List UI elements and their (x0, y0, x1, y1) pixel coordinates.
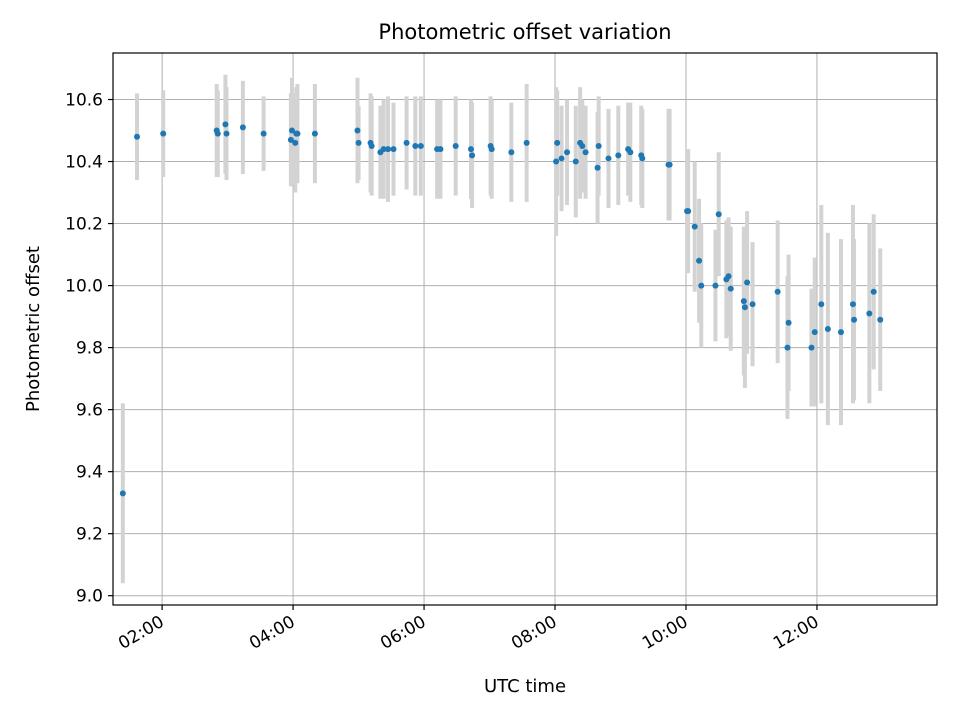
data-point (354, 127, 361, 134)
x-tick-label: 12:00 (770, 612, 822, 654)
data-point (311, 130, 318, 137)
data-point (292, 139, 299, 146)
data-point (877, 316, 884, 323)
x-tick-label: 02:00 (115, 612, 167, 654)
data-point (698, 282, 705, 289)
data-point (824, 326, 831, 332)
data-point (380, 146, 387, 153)
data-point (403, 139, 410, 146)
x-tick-label: 08:00 (508, 612, 560, 654)
plot-frame (112, 52, 938, 606)
data-point (452, 143, 459, 150)
data-point (467, 146, 474, 153)
data-point (579, 143, 586, 150)
data-point (239, 124, 246, 131)
data-point (774, 288, 781, 295)
data-point (866, 310, 873, 317)
y-tick-label: 10.2 (65, 215, 103, 235)
data-point (572, 158, 579, 165)
data-point (523, 139, 530, 146)
data-point (712, 282, 719, 289)
data-point (851, 316, 858, 323)
x-tick-label: 06:00 (377, 612, 429, 654)
data-point (595, 143, 602, 150)
y-tick-label: 10.6 (65, 91, 103, 111)
data-point (355, 139, 362, 146)
data-point (666, 161, 673, 168)
y-axis-label: Photometric offset (23, 246, 44, 412)
data-point (222, 121, 229, 128)
data-point (639, 155, 646, 162)
data-point (725, 273, 732, 280)
y-tick-label: 9.8 (76, 339, 103, 359)
data-point (437, 146, 444, 153)
data-point (615, 152, 622, 159)
data-point (134, 133, 141, 140)
x-axis-label: UTC time (484, 676, 566, 697)
y-tick-label: 9.6 (76, 401, 103, 421)
data-point (685, 208, 692, 215)
data-point (837, 329, 844, 336)
tick-layer: 9.0 9.2 9.4 9.6 9.8 10.0 10.2 10.4 10.6 02:00 04:0… (65, 91, 822, 654)
data-point (553, 158, 560, 165)
data-point (223, 130, 230, 137)
data-point (469, 152, 476, 159)
y-tick-label: 10.4 (65, 153, 103, 173)
data-point (696, 257, 703, 264)
data-point (260, 130, 267, 137)
data-point (412, 143, 419, 150)
data-point (784, 344, 791, 351)
data-point (849, 301, 856, 308)
data-point (808, 344, 815, 351)
data-point (741, 304, 748, 311)
chart-title: Photometric offset variation (378, 20, 671, 44)
data-point (749, 301, 756, 308)
data-point (715, 211, 722, 218)
data-point (287, 136, 294, 143)
data-point (785, 319, 792, 326)
data-point (417, 143, 424, 150)
data-point (605, 155, 612, 162)
errorbar-layer (120, 74, 883, 584)
x-tick-label: 10:00 (639, 612, 691, 654)
data-point (119, 490, 126, 497)
data-point (870, 288, 877, 295)
data-point (818, 301, 825, 308)
data-point (214, 130, 221, 137)
data-point (582, 149, 589, 156)
data-point (564, 149, 571, 156)
y-tick-label: 9.0 (76, 587, 103, 607)
data-point (160, 130, 167, 137)
data-point (558, 155, 565, 162)
data-point (488, 146, 495, 153)
data-point (691, 223, 698, 230)
data-point (554, 139, 561, 146)
data-point (508, 149, 515, 156)
data-point (740, 298, 747, 305)
data-point (594, 164, 601, 171)
data-point (288, 127, 295, 134)
data-point (811, 329, 818, 336)
data-point (744, 279, 751, 286)
data-point (385, 146, 392, 153)
data-point (727, 285, 734, 292)
y-tick-label: 10.0 (65, 277, 103, 297)
y-tick-label: 9.4 (76, 463, 103, 483)
y-tick-label: 9.2 (76, 525, 103, 545)
data-point (390, 146, 397, 153)
data-point (368, 143, 375, 150)
data-point (294, 130, 301, 137)
point-layer (119, 121, 884, 497)
data-point (627, 149, 634, 156)
x-tick-label: 04:00 (246, 612, 298, 654)
